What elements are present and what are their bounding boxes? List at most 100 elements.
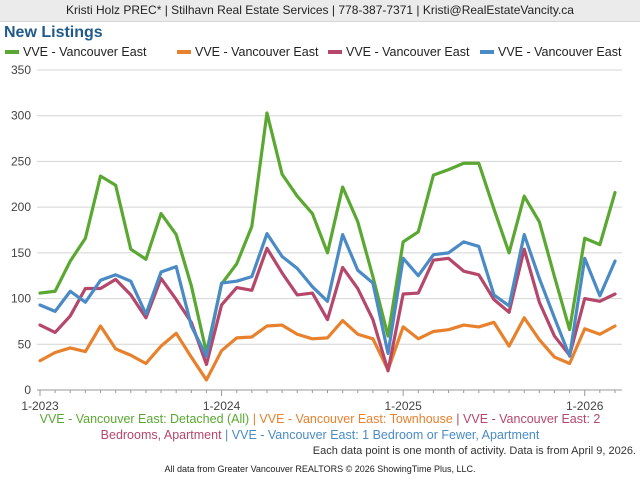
- data-point: [432, 258, 435, 262]
- data-point: [326, 300, 329, 303]
- data-point: [280, 255, 284, 258]
- data-point: [53, 290, 57, 293]
- data-point: [265, 247, 269, 250]
- legend-item-townhouse[interactable]: VVE - Vancouver East: [177, 45, 318, 59]
- series-line-2: [38, 316, 617, 382]
- data-point: [492, 293, 496, 297]
- data-point: [311, 212, 314, 215]
- data-point: [432, 173, 435, 177]
- data-point: [386, 334, 390, 338]
- data-point: [417, 230, 420, 234]
- data-point: [296, 267, 299, 270]
- data-point: [583, 257, 586, 260]
- caption-segment: VVE - Vancouver East: Detached (All): [39, 412, 250, 426]
- data-point: [190, 355, 193, 359]
- data-point: [401, 292, 405, 296]
- data-point: [447, 257, 450, 260]
- legend-item-2bed-apartment[interactable]: VVE - Vancouver East: [328, 45, 469, 59]
- data-point: [296, 333, 299, 336]
- data-point: [280, 271, 284, 275]
- data-point: [235, 336, 238, 340]
- data-point: [598, 294, 602, 298]
- legend-item-detached[interactable]: VVE - Vancouver East: [5, 45, 146, 59]
- data-point: [477, 245, 481, 248]
- data-point: [129, 293, 132, 297]
- legend-swatch-2bed-apartment: [328, 49, 342, 54]
- data-point: [220, 281, 223, 285]
- data-point: [447, 328, 450, 331]
- data-point: [69, 314, 72, 318]
- data-point: [250, 335, 254, 339]
- chart-legend: VVE - Vancouver East VVE - Vancouver Eas…: [0, 45, 640, 63]
- data-point: [613, 324, 617, 328]
- data-point: [114, 273, 117, 276]
- data-point: [205, 363, 208, 366]
- legend-label: VVE - Vancouver East: [346, 45, 470, 59]
- data-point: [220, 303, 223, 307]
- data-point: [114, 184, 117, 187]
- data-point: [462, 269, 465, 273]
- data-source-footer: All data from Greater Vancouver REALTORS…: [164, 464, 476, 474]
- data-point: [492, 321, 496, 324]
- data-point: [477, 325, 481, 329]
- data-point: [507, 344, 511, 348]
- data-point: [220, 349, 223, 352]
- data-point: [144, 312, 148, 316]
- data-point: [326, 318, 329, 321]
- data-point: [356, 333, 359, 336]
- data-point: [265, 232, 269, 235]
- data-point: [326, 336, 329, 340]
- data-point: [432, 330, 435, 333]
- data-point: [174, 233, 178, 236]
- data-point: [553, 275, 556, 278]
- data-point: [341, 266, 344, 269]
- data-point: [447, 251, 450, 255]
- data-point: [129, 248, 132, 251]
- x-tick-label: 1-2025: [384, 399, 422, 413]
- data-point: [401, 240, 405, 244]
- data-point: [250, 275, 254, 278]
- y-tick-label: 250: [11, 154, 31, 168]
- data-point: [190, 284, 193, 287]
- legend-label: VVE - Vancouver East: [498, 45, 622, 59]
- data-point: [174, 265, 178, 268]
- series-caption-line-2: Bedrooms, Apartment | VVE - Vancouver Ea…: [0, 428, 640, 442]
- data-point: [205, 378, 208, 382]
- data-point: [235, 280, 238, 283]
- data-point: [507, 311, 511, 314]
- y-tick-label: 350: [11, 63, 31, 77]
- y-tick-label: 50: [18, 337, 32, 351]
- legend-label: VVE - Vancouver East: [23, 45, 147, 59]
- data-point: [568, 362, 571, 365]
- data-point: [568, 354, 571, 358]
- data-point: [69, 259, 72, 263]
- data-point: [53, 310, 57, 313]
- data-point: [538, 220, 541, 223]
- data-point: [144, 258, 148, 261]
- data-point: [144, 362, 148, 365]
- data-point: [129, 354, 132, 357]
- data-point: [417, 337, 420, 340]
- data-point: [38, 323, 42, 327]
- data-point: [553, 334, 556, 338]
- data-point: [99, 287, 102, 290]
- data-point: [235, 262, 238, 266]
- data-point: [598, 243, 602, 246]
- data-point: [280, 173, 284, 176]
- data-point: [538, 338, 541, 341]
- data-point: [447, 168, 450, 171]
- contact-header-bar: Kristi Holz PREC* | Stilhavn Real Estate…: [0, 0, 640, 22]
- data-point: [84, 350, 87, 353]
- data-point: [492, 298, 496, 301]
- data-point: [159, 212, 163, 215]
- legend-item-1bed-apartment[interactable]: VVE - Vancouver East: [480, 45, 621, 59]
- caption-segment: VVE - Vancouver East: 2: [463, 412, 601, 426]
- data-point: [356, 220, 359, 223]
- legend-swatch-townhouse: [177, 49, 191, 54]
- data-point: [492, 207, 496, 211]
- data-point: [583, 237, 586, 240]
- x-tick-label: 1-2026: [566, 399, 604, 413]
- caption-segment: |: [221, 428, 232, 442]
- y-tick-label: 100: [11, 292, 31, 306]
